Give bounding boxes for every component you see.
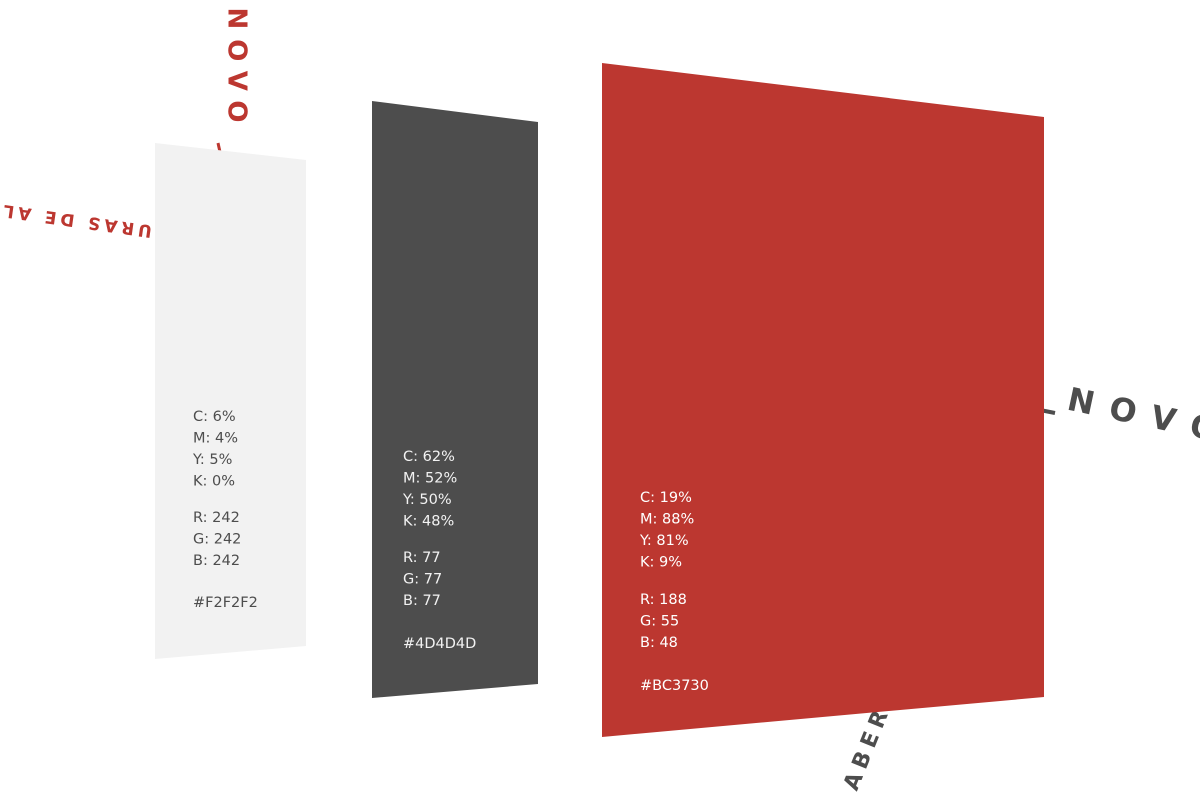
curved-text: TURAS DE ALU: [0, 197, 169, 243]
cmyk-value: M: 52%: [403, 471, 457, 487]
cmyk-value: Y: 50%: [402, 492, 452, 508]
rgb-value: G: 242: [193, 532, 241, 548]
cmyk-value: K: 9%: [640, 555, 682, 571]
curved-text: ABER: [839, 702, 896, 795]
cmyk-value: M: 88%: [640, 512, 694, 528]
curved-text: NOVO: [1064, 380, 1200, 452]
swatch: [372, 101, 538, 698]
rgb-value: R: 242: [193, 510, 240, 526]
hex-value: #BC3730: [640, 678, 709, 694]
cmyk-value: K: 0%: [193, 474, 235, 490]
rgb-value: G: 77: [403, 572, 442, 588]
curved-text: NOVO: [222, 8, 252, 133]
rgb-value: B: 77: [403, 593, 441, 609]
cmyk-value: Y: 5%: [192, 452, 232, 468]
hex-value: #F2F2F2: [193, 595, 258, 611]
hex-value: #4D4D4D: [403, 636, 476, 652]
cmyk-value: C: 6%: [193, 409, 236, 425]
cmyk-value: C: 62%: [403, 449, 455, 465]
cmyk-value: C: 19%: [640, 490, 692, 506]
rgb-value: B: 242: [193, 553, 240, 569]
swatch: [602, 63, 1044, 737]
rgb-value: G: 55: [640, 614, 679, 630]
cmyk-value: M: 4%: [193, 431, 238, 447]
rgb-value: B: 48: [640, 635, 678, 651]
swatches: C: 6% M: 4% Y: 5% K: 0% R: 242 G: 242 B: 242 #F…: [155, 63, 1044, 737]
cmyk-value: K: 48%: [403, 514, 454, 530]
rgb-value: R: 77: [403, 550, 441, 566]
cmyk-value: Y: 81%: [639, 533, 689, 549]
swatch: [155, 143, 306, 659]
rgb-value: R: 188: [640, 592, 687, 608]
